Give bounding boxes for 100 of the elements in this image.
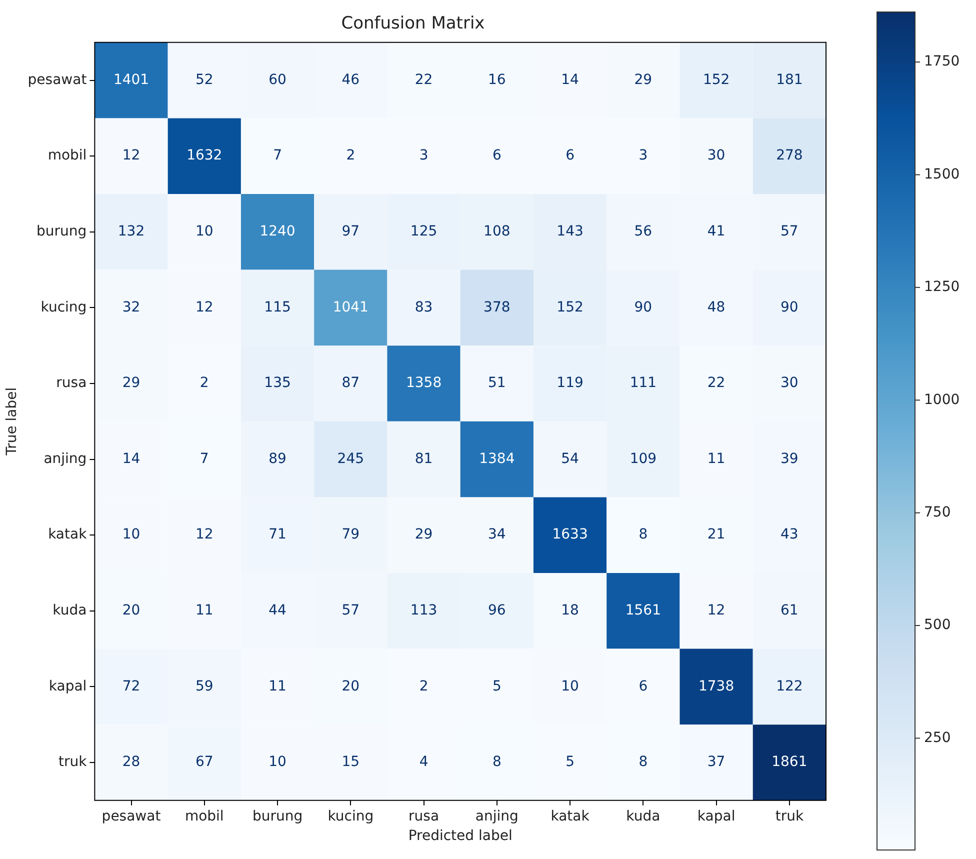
data-label: 5 bbox=[566, 754, 575, 770]
data-label: 16 bbox=[488, 72, 506, 88]
data-label: 12 bbox=[707, 602, 726, 619]
data-label: 30 bbox=[707, 148, 726, 164]
x-tick-label: kapal bbox=[697, 808, 736, 824]
color-bar-label: 1000 bbox=[924, 392, 960, 408]
data-label: 10 bbox=[195, 224, 214, 240]
data-label: 8 bbox=[492, 754, 502, 770]
x-tick-label: truk bbox=[775, 808, 804, 824]
data-label: 7 bbox=[273, 148, 282, 164]
data-label: 57 bbox=[342, 602, 360, 619]
color-bar-label: 250 bbox=[924, 730, 951, 746]
data-label: 6 bbox=[638, 678, 648, 694]
data-label: 87 bbox=[342, 375, 360, 392]
data-label: 56 bbox=[634, 224, 652, 240]
data-label: 14 bbox=[561, 72, 580, 88]
x-tick-label: kucing bbox=[328, 808, 374, 824]
y-axis-title: True label bbox=[4, 387, 20, 456]
x-tick-label: anjing bbox=[475, 808, 518, 824]
y-tick-label: truk bbox=[58, 754, 88, 770]
data-label: 21 bbox=[707, 526, 726, 543]
x-tick-label: rusa bbox=[408, 808, 440, 824]
data-label: 152 bbox=[702, 72, 730, 88]
data-label: 152 bbox=[556, 299, 584, 316]
data-label: 245 bbox=[337, 450, 364, 467]
data-label: 3 bbox=[419, 148, 428, 164]
data-label: 2 bbox=[419, 678, 428, 694]
data-label: 34 bbox=[488, 526, 506, 543]
data-label: 1401 bbox=[113, 72, 150, 88]
data-label: 90 bbox=[634, 299, 652, 316]
data-label: 12 bbox=[195, 299, 214, 316]
y-tick-label: pesawat bbox=[28, 72, 88, 88]
x-axis-title: Predicted label bbox=[408, 828, 512, 844]
data-label: 41 bbox=[707, 224, 726, 240]
data-label: 29 bbox=[414, 526, 433, 543]
data-label: 109 bbox=[630, 450, 657, 467]
data-label: 1358 bbox=[406, 375, 442, 392]
data-label: 29 bbox=[634, 72, 652, 88]
data-label: 89 bbox=[268, 450, 286, 467]
data-label: 14 bbox=[122, 450, 140, 467]
data-label: 2 bbox=[200, 375, 209, 392]
x-tick-label: kuda bbox=[626, 808, 660, 824]
data-label: 61 bbox=[780, 602, 798, 619]
x-tick-label: burung bbox=[252, 808, 303, 824]
data-label: 1633 bbox=[552, 526, 588, 543]
data-label: 10 bbox=[268, 754, 286, 770]
data-label: 60 bbox=[268, 72, 286, 88]
data-label: 278 bbox=[776, 148, 803, 164]
color-bar-label: 1500 bbox=[924, 166, 960, 182]
data-label: 181 bbox=[776, 72, 803, 88]
data-label: 71 bbox=[268, 526, 286, 543]
y-tick-label: kapal bbox=[48, 678, 87, 694]
data-label: 52 bbox=[195, 72, 214, 88]
data-label: 30 bbox=[780, 375, 798, 392]
data-label: 28 bbox=[122, 754, 140, 770]
data-label: 3 bbox=[638, 148, 648, 164]
data-label: 83 bbox=[414, 299, 433, 316]
data-label: 79 bbox=[342, 526, 360, 543]
data-label: 143 bbox=[556, 224, 584, 240]
data-label: 111 bbox=[630, 375, 657, 392]
data-label: 39 bbox=[780, 450, 798, 467]
data-label: 48 bbox=[707, 299, 726, 316]
color-bar-label: 1250 bbox=[924, 279, 960, 296]
data-label: 90 bbox=[780, 299, 798, 316]
data-label: 20 bbox=[342, 678, 360, 694]
data-label: 1632 bbox=[186, 148, 222, 164]
data-label: 132 bbox=[118, 224, 145, 240]
data-label: 15 bbox=[342, 754, 360, 770]
data-label: 18 bbox=[561, 602, 579, 619]
data-label: 8 bbox=[638, 754, 648, 770]
y-tick-label: burung bbox=[36, 224, 87, 240]
data-label: 46 bbox=[342, 72, 360, 88]
data-label: 54 bbox=[561, 450, 580, 467]
data-label: 11 bbox=[707, 450, 726, 467]
data-label: 2 bbox=[346, 148, 356, 164]
x-tick-label: pesawat bbox=[102, 808, 162, 824]
data-label: 113 bbox=[410, 602, 438, 619]
x-tick-label: katak bbox=[550, 808, 590, 824]
data-label: 1738 bbox=[698, 678, 734, 694]
y-tick-label: anjing bbox=[44, 450, 87, 467]
data-label: 119 bbox=[556, 375, 584, 392]
data-label: 12 bbox=[122, 148, 140, 164]
data-label: 96 bbox=[488, 602, 506, 619]
data-label: 81 bbox=[414, 450, 433, 467]
y-tick-label: kucing bbox=[40, 299, 87, 316]
data-label: 122 bbox=[776, 678, 803, 694]
y-tick-label: mobil bbox=[48, 148, 87, 164]
data-label: 97 bbox=[342, 224, 360, 240]
data-label: 6 bbox=[492, 148, 502, 164]
color-bar-label: 1750 bbox=[924, 54, 960, 70]
y-tick-label: katak bbox=[48, 526, 88, 543]
y-tick-label: kuda bbox=[52, 602, 87, 619]
color-bar-label: 500 bbox=[924, 617, 951, 634]
data-label: 8 bbox=[638, 526, 648, 543]
data-label: 1561 bbox=[625, 602, 661, 619]
data-label: 72 bbox=[122, 678, 140, 694]
y-tick-label: rusa bbox=[56, 375, 87, 392]
data-label: 4 bbox=[419, 754, 428, 770]
data-label: 115 bbox=[264, 299, 291, 316]
data-label: 29 bbox=[122, 375, 140, 392]
